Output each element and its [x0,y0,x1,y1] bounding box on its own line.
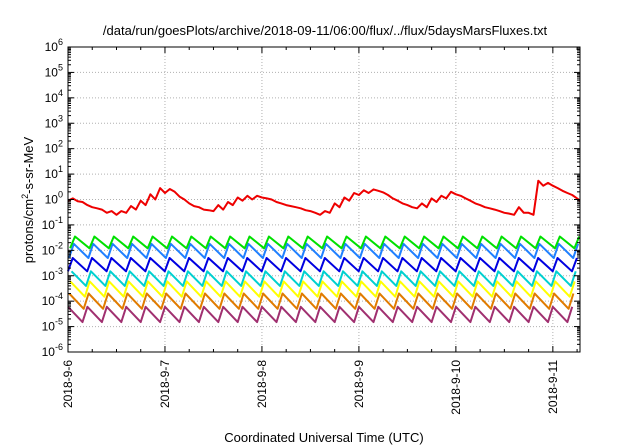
y-tick-base: 10 [45,193,59,207]
y-tick-label: 105 [45,62,63,79]
series-line [68,242,580,259]
x-axis-ticks: 2018-9-6 2018-9-7 2018-9-8 2018-9-9 2018-9-1… [61,47,578,415]
y-tick-exponent: -4 [55,291,63,301]
y-tick-label: 101 [45,164,63,181]
y-tick-base: 10 [42,243,56,257]
y-tick-label: 10-6 [42,342,63,359]
y-tick-base: 10 [45,65,59,79]
y-tick-exponent: -3 [55,266,63,276]
y-tick-exponent: 0 [58,190,63,200]
y-tick-base: 10 [45,91,59,105]
y-tick-label: 106 [45,37,63,54]
y-tick-base: 10 [42,294,56,308]
y-tick-base: 10 [45,40,59,54]
y-tick-base: 10 [42,345,56,359]
y-tick-base: 10 [45,142,59,156]
x-tick-label: 2018-9-8 [255,360,269,408]
series-line [69,235,581,250]
y-axis-ticks: 10-610-510-410-310-210-11001011021031041… [42,37,580,359]
y-tick-label: 10-4 [42,291,63,308]
series-line [68,292,575,310]
y-tick-label: 104 [45,88,63,105]
y-tick-label: 10-2 [42,240,63,257]
y-tick-base: 10 [42,218,56,232]
series-line [67,305,574,324]
y-tick-label: 103 [45,113,63,130]
chart-title: /data/run/goesPlots/archive/2018-09-11/0… [103,23,548,38]
y-axis-title-tail: -s-sr-MeV [21,136,36,193]
y-tick-exponent: -2 [55,240,63,250]
y-tick-exponent: 4 [58,88,63,98]
y-tick-exponent: 6 [58,37,63,47]
y-axis-title-main: protons/cm [21,199,36,263]
plot-series [67,179,581,324]
y-tick-base: 10 [42,320,56,334]
y-tick-exponent: 3 [58,113,63,123]
y-tick-base: 10 [45,167,59,181]
y-tick-base: 10 [45,116,59,130]
y-tick-label: 10-1 [42,215,63,232]
y-tick-label: 100 [45,190,63,207]
y-tick-base: 10 [42,269,56,283]
y-tick-label: 10-5 [42,317,63,334]
y-tick-exponent: 5 [58,62,63,72]
y-tick-exponent: -5 [55,317,63,327]
x-tick-label: 2018-9-7 [158,360,172,408]
series-line [70,270,577,287]
series-line [67,179,581,216]
x-tick-label: 2018-9-10 [449,360,463,415]
x-axis-title: Coordinated Universal Time (UTC) [224,430,423,445]
y-tick-label: 10-3 [42,266,63,283]
x-tick-label: 2018-9-9 [352,360,366,408]
y-tick-label: 102 [45,139,63,156]
x-tick-label: 2018-9-6 [61,360,75,408]
series-line [67,257,578,273]
series-line [69,280,576,298]
y-tick-exponent: -1 [55,215,63,225]
y-tick-exponent: 1 [58,164,63,174]
x-tick-label: 2018-9-11 [546,360,560,414]
y-axis-title: protons/cm2-s-sr-MeV [20,136,36,263]
y-tick-exponent: 2 [58,139,63,149]
y-tick-exponent: -6 [55,342,63,352]
y-axis-title-sup: 2 [20,194,30,199]
